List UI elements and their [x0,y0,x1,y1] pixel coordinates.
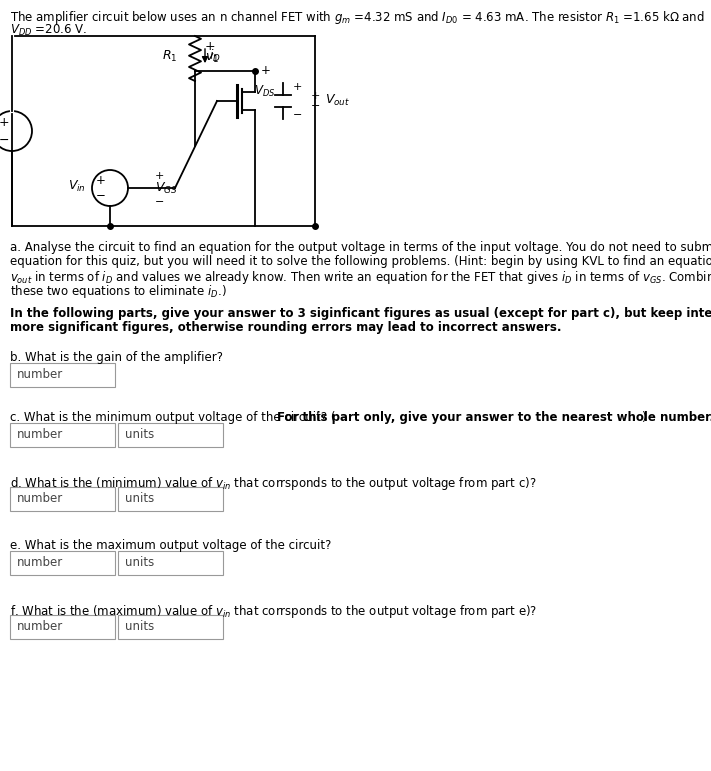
Text: −: − [155,197,164,207]
Text: b. What is the gain of the amplifier?: b. What is the gain of the amplifier? [10,351,223,364]
Text: The amplifier circuit below uses an n channel FET with $g_m$ =4.32 mS and $I_{D0: The amplifier circuit below uses an n ch… [10,9,705,26]
FancyBboxPatch shape [10,363,115,387]
Text: $v_1$: $v_1$ [205,52,219,65]
Text: +: + [205,40,215,53]
FancyBboxPatch shape [10,615,115,639]
FancyBboxPatch shape [118,423,223,447]
Text: units: units [125,429,154,442]
Text: −: − [96,190,106,203]
FancyBboxPatch shape [118,487,223,511]
Text: $V_{out}$: $V_{out}$ [325,93,350,107]
Text: +: + [155,171,164,181]
Text: e. What is the maximum output voltage of the circuit?: e. What is the maximum output voltage of… [10,539,331,552]
Text: +: + [0,116,9,130]
Text: ): ) [641,411,646,424]
Text: c. What is the minimum output voltage of the circuit? (: c. What is the minimum output voltage of… [10,411,336,424]
FancyBboxPatch shape [10,423,115,447]
Text: −: − [293,110,302,120]
Text: number: number [17,493,63,506]
Text: +: + [261,65,271,78]
Text: $V_{GS}$: $V_{GS}$ [155,180,178,196]
Text: number: number [17,557,63,570]
Text: a. Analyse the circuit to find an equation for the output voltage in terms of th: a. Analyse the circuit to find an equati… [10,241,711,254]
Text: −: − [0,133,9,146]
Text: $R_1$: $R_1$ [161,49,177,64]
Text: number: number [17,621,63,634]
Text: +: + [293,82,302,92]
Text: more significant figures, otherwise rounding errors may lead to incorrect answer: more significant figures, otherwise roun… [10,321,562,334]
Text: units: units [125,621,154,634]
FancyBboxPatch shape [10,551,115,575]
Text: d. What is the (minimum) value of $v_{in}$ that corrsponds to the output voltage: d. What is the (minimum) value of $v_{in… [10,475,537,492]
Text: number: number [17,369,63,382]
Text: these two equations to eliminate $i_D$.): these two equations to eliminate $i_D$.) [10,283,227,300]
Text: $i_D$: $i_D$ [209,48,221,64]
FancyBboxPatch shape [118,551,223,575]
Text: −: − [311,101,321,111]
FancyBboxPatch shape [118,615,223,639]
Text: +: + [96,173,106,187]
Text: $V_{DS}$: $V_{DS}$ [254,83,275,99]
Text: In the following parts, give your answer to 3 siginficant figures as usual (exce: In the following parts, give your answer… [10,307,711,320]
Text: units: units [125,493,154,506]
FancyBboxPatch shape [10,487,115,511]
Text: $v_{out}$ in terms of $i_D$ and values we already know. Then write an equation f: $v_{out}$ in terms of $i_D$ and values w… [10,269,711,286]
Text: f. What is the (maximum) value of $v_{in}$ that corrsponds to the output voltage: f. What is the (maximum) value of $v_{in… [10,603,538,620]
Text: $V_{in}$: $V_{in}$ [68,178,86,194]
Text: +: + [311,91,321,101]
Text: number: number [17,429,63,442]
Text: units: units [125,557,154,570]
Text: $V_{DD}$ =20.6 V.: $V_{DD}$ =20.6 V. [10,23,87,38]
Text: equation for this quiz, but you will need it to solve the following problems. (H: equation for this quiz, but you will nee… [10,255,711,268]
Text: For this part only, give your answer to the nearest whole number.: For this part only, give your answer to … [277,411,711,424]
